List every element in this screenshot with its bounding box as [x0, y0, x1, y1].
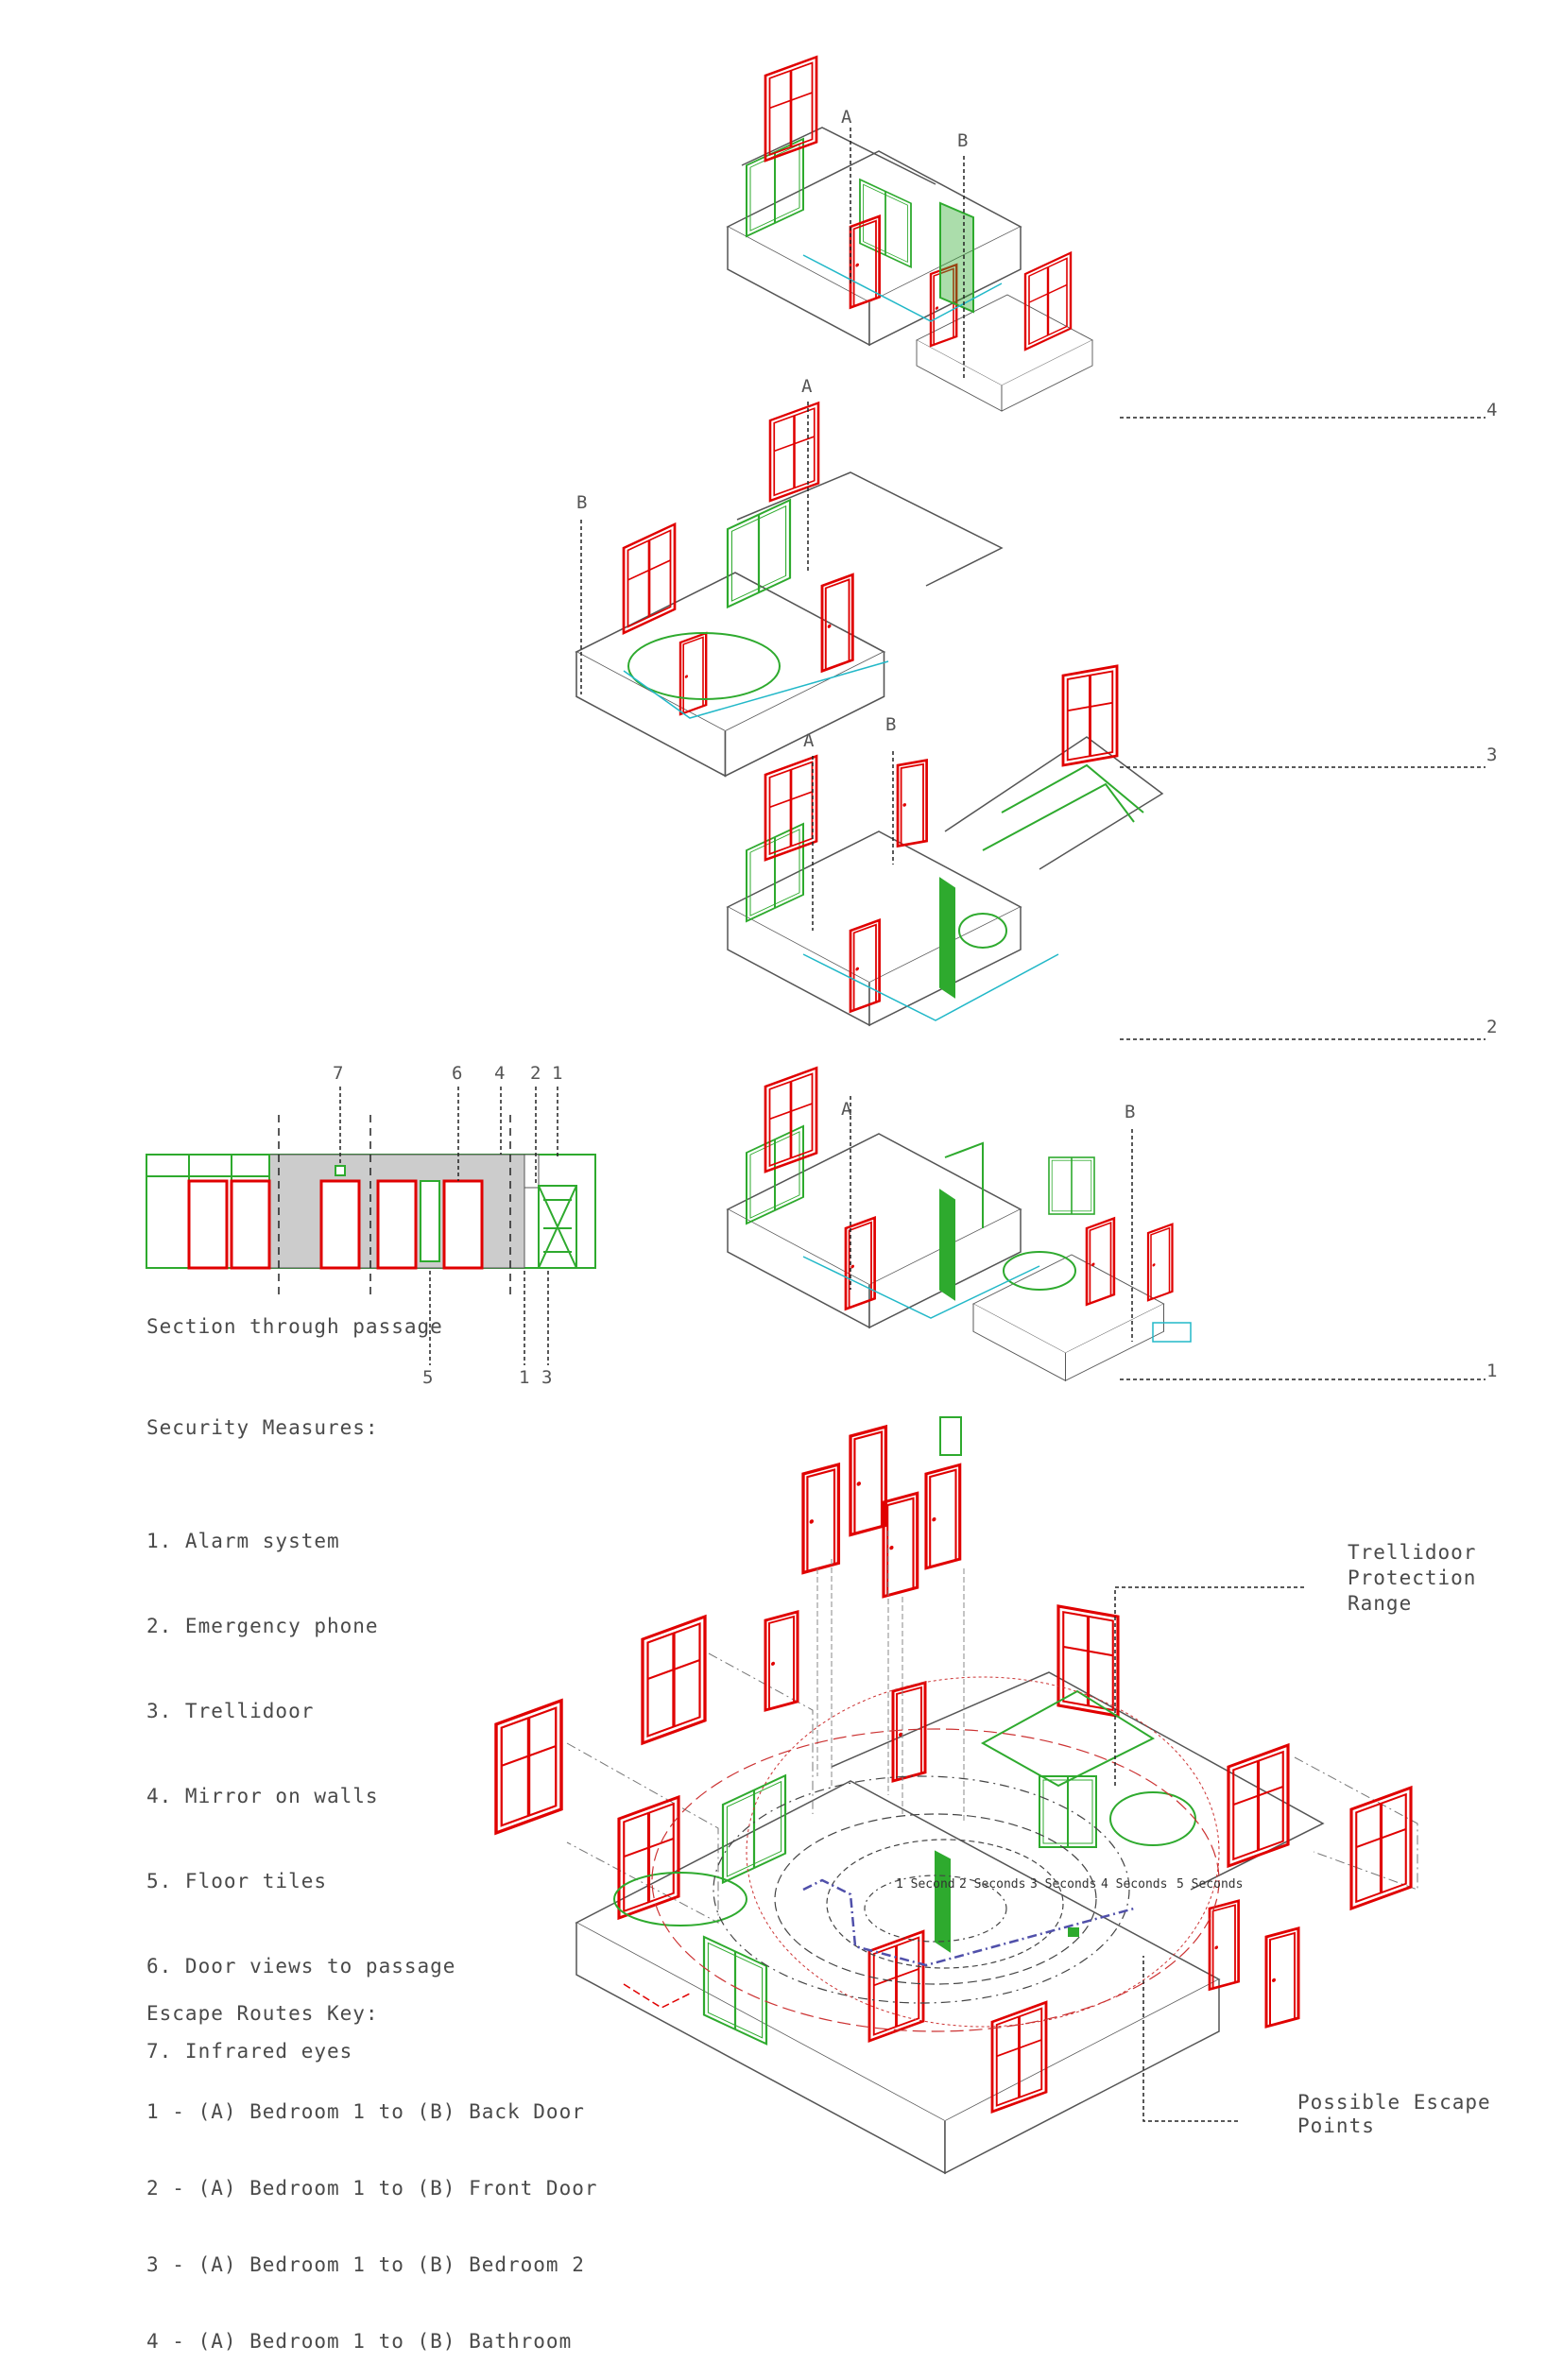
security-item: 3. Trellidoor: [146, 1700, 315, 1722]
marker-a-level-4: A: [841, 107, 852, 128]
marker-a-level-3: A: [801, 376, 813, 397]
security-item: 6. Door views to passage: [146, 1955, 456, 1978]
level-1-model: [727, 1066, 1486, 1381]
marker-b-level-4: B: [957, 130, 969, 151]
combined-model: [494, 1416, 1418, 2175]
marker-b-level-2: B: [885, 714, 897, 735]
section-label-4: 4: [494, 1063, 506, 1084]
section-label-3: 3: [541, 1367, 553, 1388]
escape-list: 1 - (A) Bedroom 1 to (B) Back Door 2 - (…: [146, 2048, 598, 2380]
marker-a-level-2: A: [803, 730, 815, 751]
escape-item: 2 - (A) Bedroom 1 to (B) Front Door: [146, 2177, 598, 2200]
marker-a-level-1: A: [841, 1099, 852, 1120]
level-number-2: 2: [1486, 1017, 1498, 1037]
level-number-3: 3: [1486, 745, 1498, 765]
escape-item: 3 - (A) Bedroom 1 to (B) Bedroom 2: [146, 2253, 585, 2276]
section-label-1-bottom: 1: [519, 1367, 530, 1388]
section-label-2: 2: [530, 1063, 541, 1084]
security-list: 1. Alarm system 2. Emergency phone 3. Tr…: [146, 1470, 455, 2094]
escape-item: 1 - (A) Bedroom 1 to (B) Back Door: [146, 2100, 585, 2123]
escape-heading: Escape Routes Key:: [146, 2002, 379, 2025]
time-ring-label-3: 3 Seconds: [1030, 1877, 1097, 1892]
section-label-1-top: 1: [552, 1063, 563, 1084]
time-ring-label-5: 5 Seconds: [1177, 1877, 1244, 1892]
time-ring-label-4: 4 Seconds: [1101, 1877, 1168, 1892]
level-number-1: 1: [1486, 1361, 1498, 1381]
security-item: 5. Floor tiles: [146, 1870, 328, 1892]
section-label-5: 5: [422, 1367, 434, 1388]
isometric-diagram: [146, 55, 1486, 2175]
escape-points-label: Possible Escape Points: [1297, 2091, 1491, 2137]
section-label-7: 7: [333, 1063, 344, 1084]
level-4-model: [727, 55, 1486, 419]
level-3-model: [575, 402, 1004, 778]
level-number-4: 4: [1486, 400, 1498, 420]
escape-item: 4 - (A) Bedroom 1 to (B) Bathroom: [146, 2330, 573, 2353]
marker-b-level-1: B: [1125, 1102, 1136, 1122]
security-item: 2. Emergency phone: [146, 1615, 379, 1637]
time-ring-label-2: 2 Seconds: [959, 1877, 1026, 1892]
security-item: 4. Mirror on walls: [146, 1785, 379, 1807]
level-2-model: [727, 664, 1486, 1040]
passage-section: [146, 1087, 596, 1365]
trellidoor-range-label: Trellidoor Protection Range: [1348, 1541, 1477, 1615]
security-item: 1. Alarm system: [146, 1530, 340, 1552]
marker-b-level-3: B: [576, 492, 588, 513]
security-item: 7. Infrared eyes: [146, 2040, 353, 2063]
section-label-6: 6: [452, 1063, 463, 1084]
security-heading: Security Measures:: [146, 1416, 379, 1439]
section-title: Section through passage: [146, 1315, 443, 1338]
time-ring-label-1: 1 Second: [896, 1877, 955, 1892]
